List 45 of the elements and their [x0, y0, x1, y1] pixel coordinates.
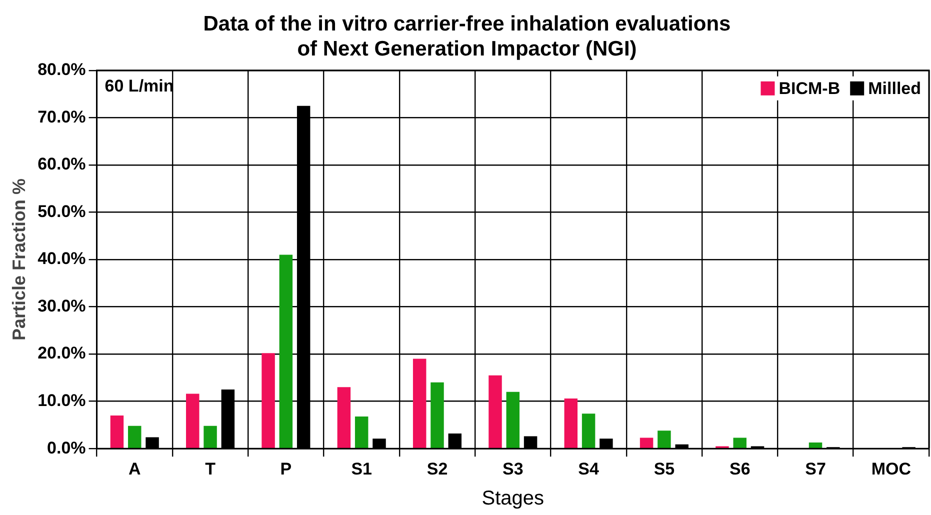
y-tick-label: 10.0% [38, 391, 86, 410]
bar [186, 394, 200, 448]
x-tick-label: S6 [729, 459, 750, 478]
x-tick-label: S2 [426, 459, 448, 478]
bar [279, 254, 293, 448]
bar [808, 442, 822, 448]
text: of Next Generation Impactor (NGI) [297, 38, 637, 61]
bar [128, 426, 142, 448]
bar [412, 358, 426, 448]
text: Data of the in vitro carrier-free inhalation evaluations [203, 12, 731, 36]
legend-label: BICM-B [778, 79, 840, 98]
y-tick-label: 20.0% [38, 344, 86, 363]
x-tick-label: S7 [805, 459, 826, 478]
y-axis-title: Particle Fraction % [8, 178, 29, 341]
y-tick-label: 70.0% [38, 107, 86, 126]
y-tick-label: 80.0% [38, 60, 86, 80]
bar [337, 387, 351, 448]
bar [110, 416, 124, 448]
bar [733, 438, 746, 448]
x-tick-label: P [280, 459, 292, 478]
y-tick-label: 50.0% [38, 202, 86, 221]
bar [204, 426, 217, 448]
annotation: 60 L/min [104, 76, 174, 96]
x-tick-label: A [128, 459, 141, 478]
bar [640, 438, 654, 448]
bar [506, 392, 520, 448]
legend-label: Millled [868, 79, 922, 98]
x-tick-label: S4 [578, 459, 600, 478]
bar [262, 353, 275, 448]
bar [564, 398, 578, 448]
bar [582, 414, 596, 448]
x-tick-label: T [205, 459, 216, 478]
x-tick-label: MOC [871, 459, 912, 478]
bar [658, 430, 671, 448]
y-tick-label: 40.0% [38, 249, 86, 268]
bar [488, 375, 502, 448]
x-tick-label: S3 [502, 459, 524, 478]
bar [354, 416, 368, 448]
x-tick-label: S1 [351, 459, 372, 478]
bar [430, 382, 444, 448]
y-tick-label: 60.0% [38, 154, 86, 174]
y-tick-label: 0.0% [47, 438, 86, 458]
y-tick-label: 30.0% [38, 296, 86, 316]
x-tick-label: S5 [654, 459, 675, 478]
x-axis-title: Stages [482, 488, 544, 510]
